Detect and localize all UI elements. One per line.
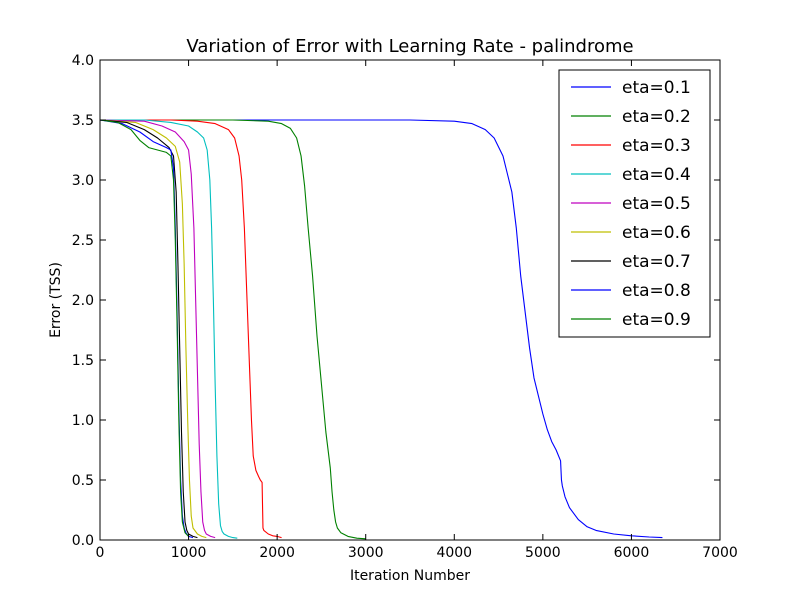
y-tick-label: 4.0 bbox=[72, 53, 94, 69]
series-line-2 bbox=[100, 119, 366, 540]
x-tick-label: 4000 bbox=[436, 545, 472, 561]
legend-label-2: eta=0.2 bbox=[622, 107, 691, 127]
y-tick-label: 3.0 bbox=[72, 173, 94, 189]
y-tick-label: 3.5 bbox=[72, 113, 94, 129]
series-line-4 bbox=[100, 119, 238, 539]
series-line-9 bbox=[99, 119, 189, 537]
legend-label-7: eta=0.7 bbox=[622, 252, 691, 272]
series-line-7 bbox=[99, 119, 198, 539]
x-tick-label: 0 bbox=[96, 545, 105, 561]
series-line-3 bbox=[100, 119, 282, 539]
legend-label-5: eta=0.5 bbox=[622, 194, 691, 214]
x-tick-label: 3000 bbox=[348, 545, 384, 561]
y-tick-label: 1.0 bbox=[72, 413, 94, 429]
x-axis: 0 1000 2000 3000 4000 5000 6000 7000 bbox=[96, 60, 738, 561]
y-tick-label: 0.5 bbox=[72, 473, 94, 489]
y-tick-label: 2.0 bbox=[72, 293, 94, 309]
series-line-5 bbox=[99, 119, 216, 539]
x-tick-label: 1000 bbox=[171, 545, 207, 561]
x-tick-label: 5000 bbox=[525, 545, 561, 561]
legend: eta=0.1 eta=0.2 eta=0.3 eta=0.4 eta=0.5 eta=0… bbox=[558, 69, 711, 338]
y-axis-label: Error (TSS) bbox=[48, 262, 64, 338]
x-axis-label: Iteration Number bbox=[350, 568, 470, 584]
plot-lines bbox=[99, 119, 663, 540]
chart-title: Variation of Error with Learning Rate - … bbox=[186, 36, 633, 57]
legend-label-3: eta=0.3 bbox=[622, 136, 691, 156]
legend-label-1: eta=0.1 bbox=[622, 78, 691, 98]
x-tick-label: 6000 bbox=[614, 545, 650, 561]
x-tick-label: 7000 bbox=[702, 545, 738, 561]
legend-label-4: eta=0.4 bbox=[622, 165, 691, 185]
series-line-6 bbox=[99, 119, 207, 539]
y-tick-label: 0.0 bbox=[72, 533, 94, 549]
legend-label-8: eta=0.8 bbox=[622, 281, 691, 301]
series-line-1 bbox=[100, 119, 663, 539]
y-tick-label: 2.5 bbox=[72, 233, 94, 249]
legend-label-9: eta=0.9 bbox=[622, 310, 691, 330]
y-tick-label: 1.5 bbox=[72, 353, 94, 369]
x-tick-label: 2000 bbox=[259, 545, 295, 561]
legend-label-6: eta=0.6 bbox=[622, 223, 691, 243]
y-axis: 0.0 0.5 1.0 1.5 2.0 2.5 3.0 3.5 4.0 bbox=[72, 53, 720, 549]
